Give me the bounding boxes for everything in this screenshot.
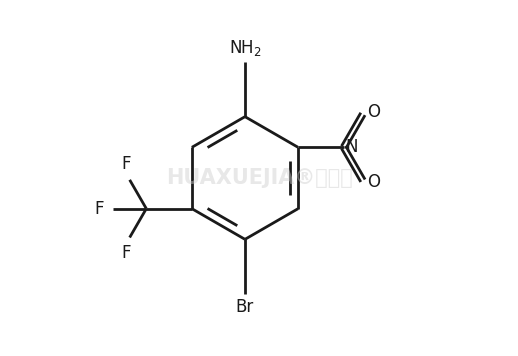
Text: NH$_2$: NH$_2$ — [228, 38, 262, 58]
Text: O: O — [367, 173, 380, 192]
Text: F: F — [121, 244, 131, 262]
Text: O: O — [367, 103, 380, 121]
Text: Br: Br — [236, 298, 254, 316]
Text: F: F — [121, 155, 131, 173]
Text: F: F — [94, 200, 104, 218]
Text: N: N — [346, 138, 358, 156]
Text: HUAXUEJIA®化学加: HUAXUEJIA®化学加 — [166, 168, 352, 188]
